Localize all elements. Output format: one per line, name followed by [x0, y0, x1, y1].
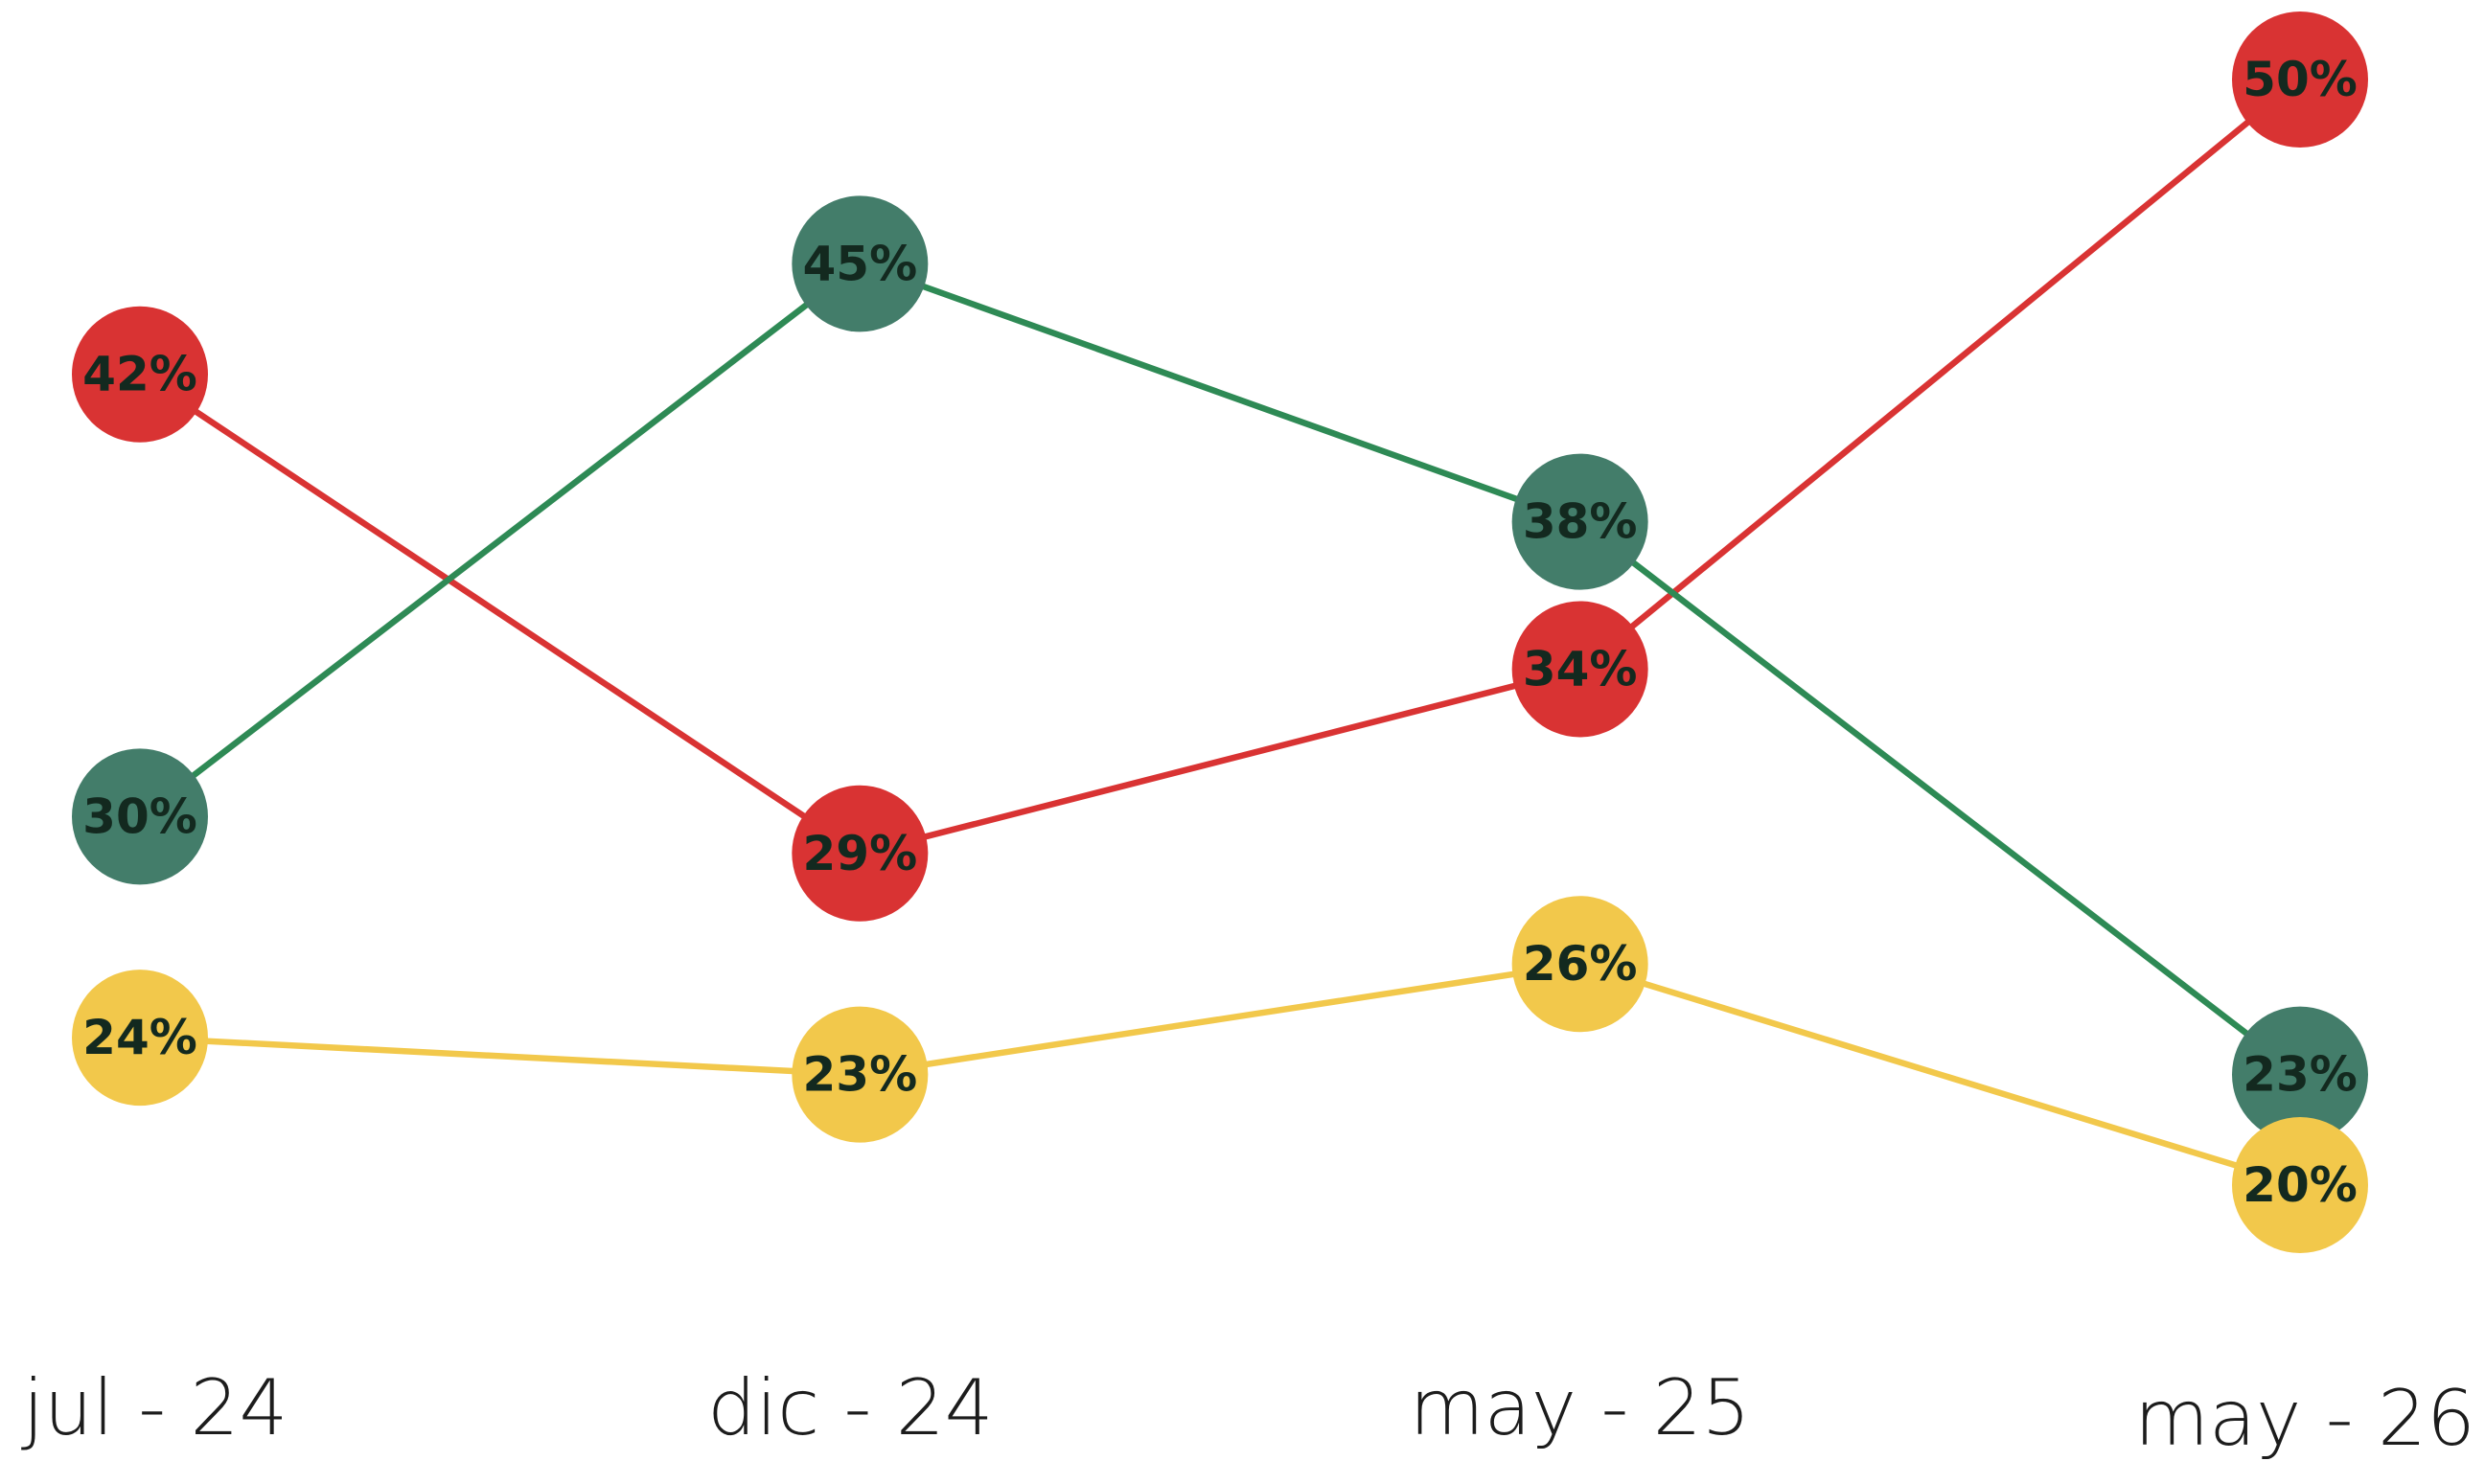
data-label: 45% — [802, 236, 917, 291]
data-label: 24% — [82, 1010, 197, 1065]
series-line — [139, 960, 2301, 1189]
x-tick-label: may - 25 — [1410, 1363, 1751, 1452]
point-marker — [792, 195, 929, 332]
point-marker — [72, 306, 208, 443]
data-label: 42% — [82, 347, 197, 402]
series-line — [138, 261, 2302, 1078]
data-label: 26% — [1523, 936, 1638, 992]
x-tick-label: may - 26 — [2134, 1374, 2475, 1463]
data-label: 38% — [1523, 494, 1638, 550]
data-label: 23% — [802, 1047, 917, 1103]
point-marker — [1511, 453, 1648, 590]
point-marker — [72, 748, 208, 885]
x-tick-label: jul - 24 — [21, 1363, 288, 1452]
point-marker — [2232, 1117, 2368, 1253]
point-marker — [2232, 1006, 2368, 1143]
point-marker — [1511, 601, 1648, 738]
data-label: 29% — [802, 826, 917, 881]
data-label: 20% — [2243, 1157, 2358, 1213]
x-tick-label: dic - 24 — [707, 1363, 994, 1452]
data-label: 30% — [82, 788, 197, 844]
point-marker — [2232, 11, 2368, 148]
point-marker — [792, 1006, 929, 1143]
series-line — [138, 77, 2303, 857]
point-marker — [792, 785, 929, 922]
data-label: 34% — [1523, 641, 1638, 696]
data-label: 50% — [2243, 52, 2358, 107]
point-marker — [72, 970, 208, 1107]
data-label: 23% — [2243, 1047, 2358, 1103]
point-marker — [1511, 896, 1648, 1033]
